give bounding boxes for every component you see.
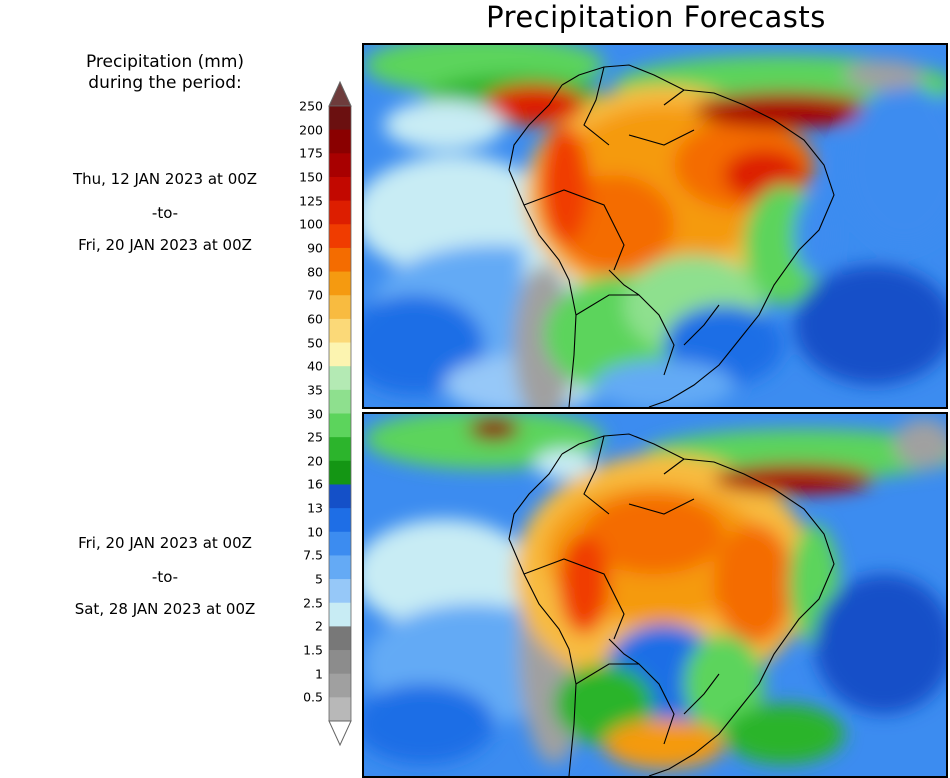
colorbar-segment bbox=[329, 200, 351, 225]
colorbar-tick-label: 7.5 bbox=[303, 547, 323, 563]
precip-field bbox=[364, 414, 946, 769]
colorbar-segment bbox=[329, 531, 351, 556]
colorbar-tick-label: 125 bbox=[299, 193, 323, 209]
colorbar-under-arrow bbox=[328, 720, 352, 747]
colorbar-tick-label: 1.5 bbox=[303, 642, 323, 658]
country-borders bbox=[508, 433, 835, 776]
legend-heading-line1: Precipitation (mm) bbox=[85, 52, 245, 72]
colorbar-segment bbox=[329, 508, 351, 533]
colorbar-tick-label: 2 bbox=[315, 618, 323, 634]
colorbar-segment bbox=[329, 389, 351, 414]
colorbar-tick-label: 40 bbox=[307, 358, 323, 374]
colorbar-tick-label: 2.5 bbox=[303, 595, 323, 611]
colorbar-segment bbox=[329, 366, 351, 391]
colorbar-segment bbox=[329, 295, 351, 320]
colorbar-segment bbox=[329, 413, 351, 438]
colorbar-segment bbox=[329, 650, 351, 675]
colorbar-segment bbox=[329, 602, 351, 627]
chart-title: Precipitation Forecasts bbox=[486, 0, 826, 34]
colorbar-segment bbox=[329, 626, 351, 651]
precip-map-1 bbox=[364, 45, 946, 407]
colorbar-tick-label: 250 bbox=[299, 98, 323, 114]
colorbar-outline bbox=[328, 105, 352, 722]
colorbar-over-arrow bbox=[328, 80, 352, 107]
colorbar-segment bbox=[329, 318, 351, 344]
period-1-end: Fri, 20 JAN 2023 at 00Z bbox=[78, 236, 252, 254]
period-2-end: Sat, 28 JAN 2023 at 00Z bbox=[74, 600, 256, 618]
period-1-separator: -to- bbox=[151, 204, 179, 222]
colorbar-tick-label: 5 bbox=[315, 571, 323, 587]
colorbar-segment bbox=[329, 153, 351, 178]
colorbar-tick-label: 200 bbox=[299, 122, 323, 138]
colorbar-tick-label: 13 bbox=[307, 500, 323, 516]
colorbar-tick-label: 100 bbox=[299, 216, 323, 232]
legend-heading: Precipitation (mm) during the period: bbox=[40, 52, 290, 94]
colorbar-segment bbox=[329, 555, 351, 580]
colorbar-segment bbox=[329, 247, 351, 273]
period-2-separator: -to- bbox=[151, 568, 179, 586]
map-panel-period-1 bbox=[362, 43, 948, 409]
period-2-start: Fri, 20 JAN 2023 at 00Z bbox=[78, 534, 252, 552]
colorbar-tick-label: 16 bbox=[307, 476, 323, 492]
colorbar-segment bbox=[329, 271, 351, 296]
colorbar-segment bbox=[329, 106, 351, 131]
colorbar-tick-label: 150 bbox=[299, 169, 323, 185]
colorbar-tick-label: 25 bbox=[307, 429, 323, 445]
colorbar-segment bbox=[329, 437, 351, 462]
colorbar-segment bbox=[329, 697, 351, 722]
legend-heading-line2: during the period: bbox=[88, 73, 242, 93]
colorbar-segment bbox=[329, 342, 351, 367]
colorbar-segment bbox=[329, 579, 351, 604]
map-panel-period-2 bbox=[362, 412, 948, 778]
colorbar-segment bbox=[329, 129, 351, 154]
colorbar-tick-label: 30 bbox=[307, 406, 323, 421]
colorbar-tick-label: 1 bbox=[315, 666, 323, 682]
colorbar-tick-label: 0.5 bbox=[303, 689, 323, 705]
colorbar-tick-label: 10 bbox=[307, 524, 323, 540]
colorbar-tick-label: 35 bbox=[307, 382, 323, 398]
colorbar-tick-label: 70 bbox=[307, 287, 323, 303]
precip-map-2 bbox=[364, 414, 946, 776]
precip-field bbox=[364, 45, 946, 407]
colorbar-segment bbox=[329, 460, 351, 485]
colorbar-tick-label: 175 bbox=[299, 145, 323, 161]
colorbar-tick-label: 60 bbox=[307, 311, 323, 327]
colorbar-segment bbox=[329, 484, 351, 509]
colorbar-tick-label: 50 bbox=[307, 335, 323, 351]
period-1-start: Thu, 12 JAN 2023 at 00Z bbox=[72, 170, 258, 188]
country-borders bbox=[508, 64, 835, 407]
colorbar-segment bbox=[329, 224, 351, 249]
colorbar-tick-label: 20 bbox=[307, 453, 323, 469]
colorbar-tick-label: 90 bbox=[307, 240, 323, 256]
colorbar-segment bbox=[329, 673, 351, 698]
colorbar-segment bbox=[329, 176, 351, 202]
colorbar-tick-label: 80 bbox=[307, 264, 323, 280]
